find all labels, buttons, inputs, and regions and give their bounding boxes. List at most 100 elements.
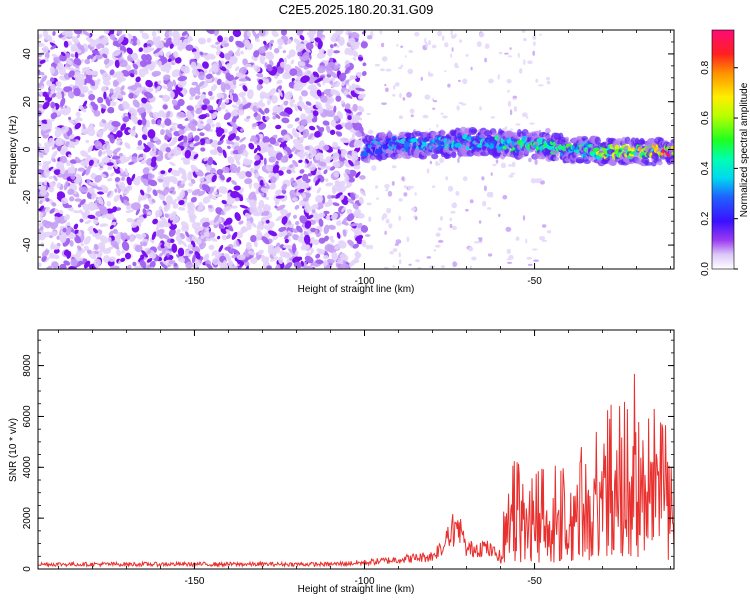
- noise-speckle: [112, 147, 122, 154]
- noise-speckle: [327, 48, 334, 54]
- sparse-speckle: [408, 263, 412, 266]
- noise-speckle: [256, 83, 263, 91]
- noise-speckle: [49, 77, 55, 83]
- noise-speckle: [286, 38, 292, 44]
- noise-speckle: [45, 249, 49, 256]
- sparse-speckle: [408, 50, 414, 53]
- noise-speckle: [218, 224, 225, 230]
- noise-speckle: [202, 55, 210, 61]
- noise-speckle: [93, 110, 101, 117]
- noise-speckle: [323, 255, 329, 260]
- sparse-speckle: [368, 216, 372, 222]
- noise-speckle: [202, 196, 211, 204]
- noise-speckle: [335, 124, 343, 130]
- noise-speckle: [235, 159, 241, 166]
- sparse-speckle: [398, 259, 402, 265]
- noise-speckle: [161, 248, 166, 254]
- noise-speckle: [242, 103, 252, 110]
- noise-speckle: [165, 129, 173, 138]
- noise-speckle: [67, 188, 75, 195]
- sparse-speckle: [488, 78, 494, 84]
- noise-speckle: [243, 158, 249, 164]
- noise-speckle: [203, 156, 209, 162]
- sparse-speckle: [367, 35, 373, 40]
- sparse-speckle: [449, 223, 453, 229]
- noise-speckle: [172, 79, 177, 88]
- noise-speckle: [298, 136, 305, 143]
- noise-speckle: [296, 30, 303, 36]
- sparse-speckle: [539, 178, 542, 182]
- noise-speckle: [264, 62, 268, 67]
- noise-speckle: [298, 95, 303, 102]
- sparse-speckle: [424, 94, 431, 100]
- noise-speckle: [330, 238, 335, 243]
- noise-speckle: [63, 180, 69, 191]
- noise-speckle: [316, 30, 324, 36]
- noise-speckle: [102, 79, 111, 86]
- noise-speckle: [90, 101, 96, 108]
- noise-speckle: [355, 171, 361, 178]
- noise-speckle: [215, 41, 221, 45]
- noise-speckle: [164, 213, 169, 218]
- sparse-speckle: [432, 185, 436, 188]
- noise-speckle: [175, 56, 182, 64]
- noise-speckle: [211, 250, 218, 256]
- sparse-speckle: [486, 207, 492, 210]
- sparse-speckle: [376, 197, 379, 200]
- noise-speckle: [91, 49, 102, 56]
- sparse-speckle: [539, 236, 546, 241]
- noise-speckle: [123, 156, 131, 163]
- noise-speckle: [100, 173, 107, 178]
- sparse-speckle: [364, 234, 371, 237]
- sparse-speckle: [508, 174, 514, 178]
- noise-speckle: [201, 95, 206, 99]
- sparse-speckle: [450, 210, 456, 214]
- noise-speckle: [344, 79, 350, 85]
- noise-speckle: [43, 257, 50, 263]
- noise-speckle: [223, 43, 230, 48]
- noise-speckle: [41, 255, 47, 262]
- noise-speckle: [175, 31, 181, 39]
- noise-speckle: [300, 232, 304, 237]
- sparse-speckle: [428, 39, 431, 46]
- noise-speckle: [202, 98, 210, 105]
- noise-speckle: [325, 109, 336, 117]
- x-tick-label: -150: [184, 276, 204, 287]
- sparse-speckle: [450, 34, 456, 39]
- sparse-speckle: [402, 97, 406, 101]
- noise-speckle: [336, 220, 342, 226]
- sparse-speckle: [509, 109, 513, 116]
- noise-speckle: [118, 152, 123, 157]
- noise-speckle: [68, 119, 75, 124]
- noise-speckle: [93, 79, 100, 85]
- sparse-speckle: [403, 192, 408, 197]
- chart-title: C2E5.2025.180.20.31.G09: [279, 2, 434, 17]
- noise-speckle: [109, 69, 115, 76]
- noise-speckle: [102, 72, 108, 77]
- sparse-speckle: [380, 68, 385, 72]
- noise-speckle: [346, 213, 355, 222]
- sparse-speckle: [431, 44, 437, 49]
- noise-speckle: [193, 87, 201, 95]
- noise-speckle: [238, 91, 247, 98]
- noise-speckle: [189, 95, 194, 101]
- noise-speckle: [225, 98, 230, 104]
- sparse-speckle: [546, 230, 552, 234]
- sparse-speckle: [521, 112, 528, 118]
- sparse-speckle: [450, 30, 454, 36]
- y-tick-label: 4000: [22, 456, 33, 479]
- sparse-speckle: [498, 51, 503, 55]
- noise-speckle: [350, 192, 356, 201]
- noise-speckle: [279, 244, 285, 249]
- band-halo: [656, 160, 663, 166]
- noise-speckle: [233, 185, 241, 191]
- noise-speckle: [45, 197, 50, 202]
- noise-speckle: [62, 106, 72, 116]
- sparse-speckle: [401, 176, 405, 182]
- sparse-speckle: [528, 157, 532, 163]
- noise-speckle: [165, 111, 171, 118]
- sparse-speckle: [404, 55, 407, 58]
- noise-speckle: [302, 46, 312, 53]
- noise-speckle: [56, 182, 62, 189]
- noise-speckle: [108, 108, 115, 114]
